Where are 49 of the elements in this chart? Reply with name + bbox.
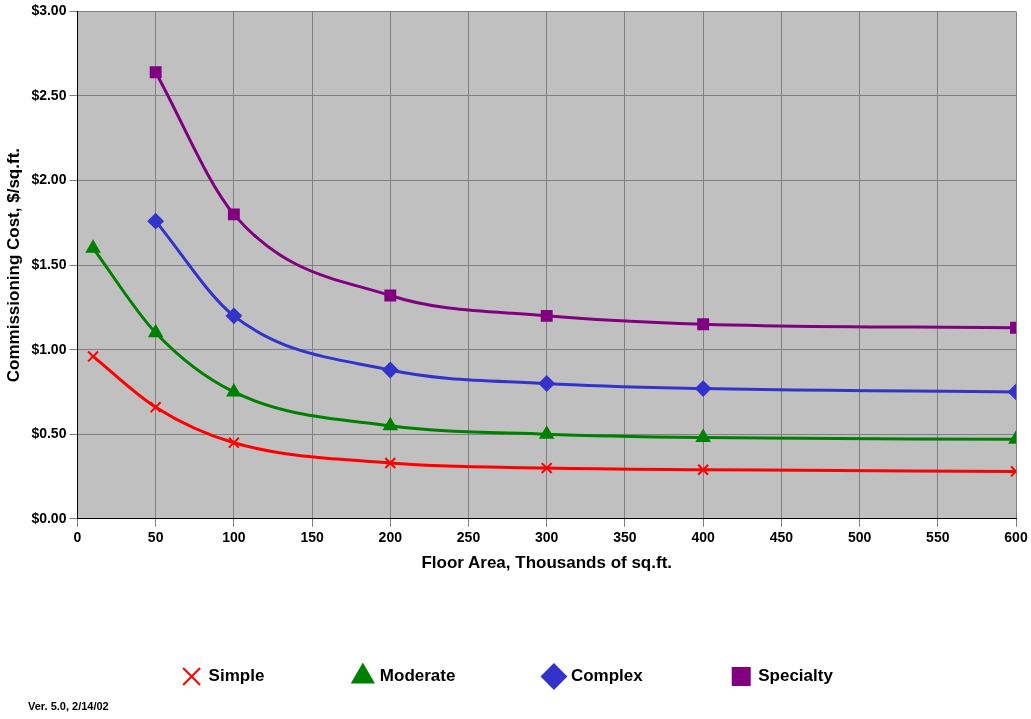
point <box>384 289 397 302</box>
x-tick-label: 500 <box>847 529 872 546</box>
point <box>384 457 397 469</box>
point <box>695 380 712 397</box>
legend-label: Moderate <box>379 666 456 686</box>
point <box>696 429 711 443</box>
point <box>149 66 162 79</box>
point <box>697 318 710 331</box>
point <box>382 361 399 378</box>
legend-label: Complex <box>570 666 644 686</box>
point <box>540 462 553 475</box>
x-tick-label: 450 <box>769 529 794 546</box>
point <box>540 309 553 322</box>
x-tick-label: 50 <box>147 529 164 546</box>
x-tick-label: 600 <box>1004 529 1028 546</box>
text: Ver. 5.0, 2/14/02 <box>28 700 109 712</box>
point <box>148 324 163 338</box>
point <box>86 240 101 253</box>
point <box>87 350 100 363</box>
point <box>538 375 555 392</box>
point <box>539 426 554 439</box>
point <box>225 307 242 324</box>
y-tick-label: $1.00 <box>31 340 67 357</box>
y-tick-label: $3.00 <box>31 2 67 19</box>
y-tick-label: $2.50 <box>31 86 67 103</box>
x-axis-title: Floor Area, Thousands of sq.ft. <box>421 553 673 573</box>
y-axis-title: Commissioning Cost, $/sq.ft. <box>3 147 23 383</box>
x-tick-label: 200 <box>378 529 403 546</box>
x-tick-label: 300 <box>535 529 559 546</box>
x-tick-label: 350 <box>613 529 637 546</box>
point <box>227 436 240 449</box>
x-tick-label: 100 <box>222 529 246 546</box>
point <box>149 401 162 414</box>
point <box>383 417 398 431</box>
point <box>226 383 241 397</box>
point <box>697 463 710 476</box>
legend-label: Specialty <box>758 666 834 686</box>
x-tick-label: 0 <box>73 529 82 546</box>
y-tick-label: $0.50 <box>31 425 67 442</box>
y-tick-label: $2.00 <box>31 171 67 188</box>
x-tick-label: 400 <box>691 529 716 546</box>
x-tick-label: 250 <box>456 529 481 546</box>
point <box>147 213 164 230</box>
y-tick-label: $0.00 <box>31 509 67 526</box>
legend-label: Simple <box>208 666 265 686</box>
y-tick-label: $1.50 <box>31 255 67 272</box>
x-tick-label: 550 <box>926 529 950 546</box>
point <box>227 208 240 221</box>
x-tick-label: 150 <box>300 529 324 546</box>
